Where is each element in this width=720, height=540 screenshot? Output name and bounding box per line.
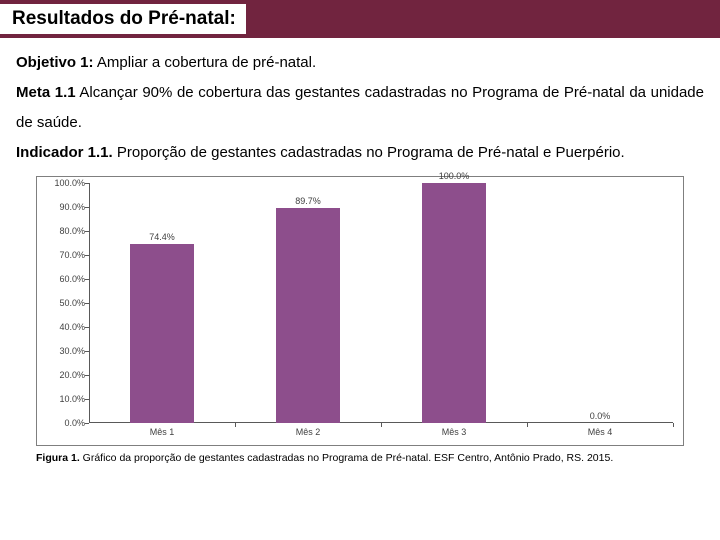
y-tick-mark bbox=[85, 231, 89, 232]
y-tick-label: 70.0% bbox=[59, 250, 85, 260]
page-title: Resultados do Pré-natal: bbox=[0, 4, 246, 34]
bar-value-label: 0.0% bbox=[590, 411, 611, 421]
y-tick-label: 90.0% bbox=[59, 202, 85, 212]
y-tick-mark bbox=[85, 375, 89, 376]
y-tick-label: 40.0% bbox=[59, 322, 85, 332]
x-category-label: Mês 2 bbox=[296, 427, 321, 437]
y-axis bbox=[89, 183, 90, 423]
x-tick-mark bbox=[527, 423, 528, 427]
y-tick-mark bbox=[85, 303, 89, 304]
objetivo-line: Objetivo 1: Ampliar a cobertura de pré-n… bbox=[16, 48, 704, 78]
objetivo-label: Objetivo 1: bbox=[16, 54, 94, 71]
objetivo-text: Ampliar a cobertura de pré-natal. bbox=[94, 54, 317, 71]
y-tick-label: 30.0% bbox=[59, 346, 85, 356]
x-tick-mark bbox=[673, 423, 674, 427]
caption-text: Gráfico da proporção de gestantes cadast… bbox=[80, 452, 613, 464]
y-tick-label: 80.0% bbox=[59, 226, 85, 236]
x-tick-mark bbox=[235, 423, 236, 427]
y-tick-label: 20.0% bbox=[59, 370, 85, 380]
bar-value-label: 100.0% bbox=[439, 171, 470, 181]
meta-line: Meta 1.1 Alcançar 90% de cobertura das g… bbox=[16, 78, 704, 138]
chart-plot-area: 0.0%10.0%20.0%30.0%40.0%50.0%60.0%70.0%8… bbox=[89, 183, 673, 423]
header-bar: Resultados do Pré-natal: bbox=[0, 0, 720, 38]
bar: 89.7% bbox=[276, 208, 340, 423]
y-tick-label: 60.0% bbox=[59, 274, 85, 284]
y-tick-mark bbox=[85, 423, 89, 424]
y-tick-label: 0.0% bbox=[64, 418, 85, 428]
bar: 100.0% bbox=[422, 183, 486, 423]
x-category-label: Mês 1 bbox=[150, 427, 175, 437]
y-tick-mark bbox=[85, 255, 89, 256]
caption-label: Figura 1. bbox=[36, 452, 80, 464]
y-tick-mark bbox=[85, 327, 89, 328]
y-tick-label: 50.0% bbox=[59, 298, 85, 308]
content-block: Objetivo 1: Ampliar a cobertura de pré-n… bbox=[0, 38, 720, 172]
meta-label: Meta 1.1 bbox=[16, 84, 76, 101]
y-tick-label: 100.0% bbox=[54, 178, 85, 188]
y-tick-mark bbox=[85, 399, 89, 400]
chart-container: 0.0% 10.0% 20.0% 30.0% 40.0% 50.0% 60.0% 70.0% 8… bbox=[36, 176, 684, 446]
x-category-label: Mês 4 bbox=[588, 427, 613, 437]
y-tick-label: 10.0% bbox=[59, 394, 85, 404]
x-tick-mark bbox=[381, 423, 382, 427]
indicador-label: Indicador 1.1. bbox=[16, 144, 113, 161]
y-tick-mark bbox=[85, 351, 89, 352]
y-tick-mark bbox=[85, 207, 89, 208]
figure-caption: Figura 1. Gráfico da proporção de gestan… bbox=[36, 452, 684, 466]
indicador-line: Indicador 1.1. Proporção de gestantes ca… bbox=[16, 138, 704, 168]
indicador-text: Proporção de gestantes cadastradas no Pr… bbox=[113, 144, 625, 161]
y-tick-mark bbox=[85, 279, 89, 280]
bar-value-label: 89.7% bbox=[295, 196, 321, 206]
x-category-label: Mês 3 bbox=[442, 427, 467, 437]
bar: 74.4% bbox=[130, 244, 194, 423]
meta-text: Alcançar 90% de cobertura das gestantes … bbox=[16, 84, 704, 131]
y-tick-mark bbox=[85, 183, 89, 184]
bar-value-label: 74.4% bbox=[149, 232, 175, 242]
